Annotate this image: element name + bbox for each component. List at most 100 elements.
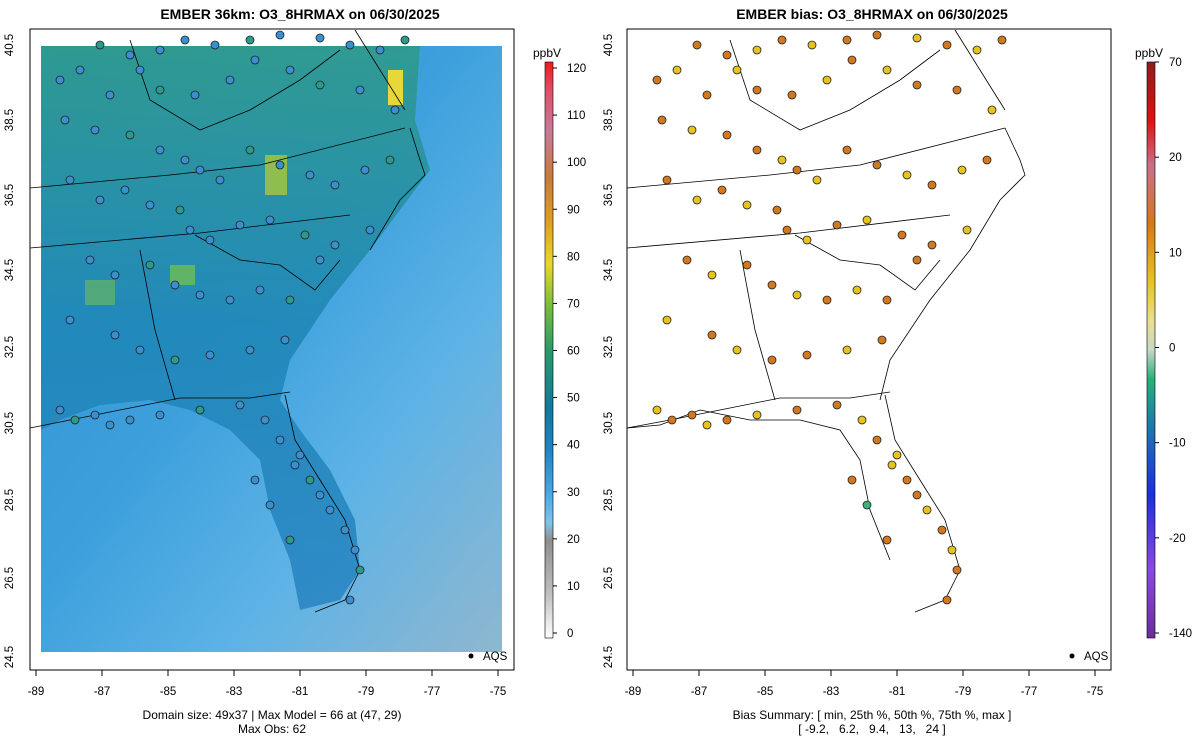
- right-footer-line1: Bias Summary: [ min, 25th %, 50th %, 75t…: [732, 708, 1012, 722]
- station-marker: [802, 350, 812, 360]
- station-marker: [155, 85, 165, 95]
- right-footer-line2: [ -9.2, 6.2, 9.4, 13, 24 ]: [798, 722, 946, 736]
- station-marker: [952, 85, 962, 95]
- station-marker: [792, 165, 802, 175]
- station-marker: [275, 30, 285, 40]
- y-tick-label: 30.5: [4, 412, 16, 434]
- colorbar-tick-label: 80: [567, 251, 580, 263]
- station-marker: [275, 435, 285, 445]
- station-marker: [972, 45, 982, 55]
- station-marker: [777, 35, 787, 45]
- x-tick-label: -87: [691, 686, 708, 698]
- x-tick-label: -77: [1021, 686, 1038, 698]
- y-tick-label: 30.5: [603, 412, 615, 434]
- x-tick-label: -85: [757, 686, 774, 698]
- colorbar-tick-label: 30: [567, 487, 580, 499]
- station-marker: [215, 175, 225, 185]
- left-colorbar: [544, 61, 554, 639]
- station-marker: [842, 145, 852, 155]
- right-colorbar-unit: ppbV: [1135, 46, 1164, 60]
- station-marker: [135, 345, 145, 355]
- y-tick-label: 32.5: [603, 336, 615, 358]
- station-marker: [365, 225, 375, 235]
- station-marker: [280, 335, 290, 345]
- colorbar-tick-label: 50: [567, 393, 580, 405]
- station-marker: [872, 435, 882, 445]
- x-tick-label: -79: [955, 686, 972, 698]
- station-marker: [400, 35, 410, 45]
- station-marker: [355, 565, 365, 575]
- station-marker: [742, 260, 752, 270]
- station-marker: [877, 335, 887, 345]
- y-tick-label: 38.5: [4, 109, 16, 131]
- station-marker: [285, 535, 295, 545]
- station-marker: [120, 185, 130, 195]
- station-marker: [275, 160, 285, 170]
- station-marker: [330, 240, 340, 250]
- station-marker: [792, 405, 802, 415]
- station-marker: [125, 50, 135, 60]
- station-marker: [385, 155, 395, 165]
- station-marker: [692, 40, 702, 50]
- station-marker: [55, 75, 65, 85]
- station-marker: [872, 30, 882, 40]
- left-map-svg: -89 -87 -85 -83 -81 -79 -77 -75 24.5 26.…: [4, 28, 586, 698]
- station-marker: [832, 220, 842, 230]
- station-marker: [110, 330, 120, 340]
- colorbar-tick-label: 0: [567, 628, 573, 640]
- station-marker: [185, 225, 195, 235]
- station-marker: [305, 170, 315, 180]
- y-tick-label: 36.5: [4, 184, 16, 206]
- right-plot-frame: [626, 28, 1112, 671]
- station-marker: [145, 200, 155, 210]
- station-marker: [235, 400, 245, 410]
- colorbar-tick-label: 110: [567, 110, 585, 122]
- station-marker: [180, 35, 190, 45]
- station-marker: [872, 160, 882, 170]
- station-marker: [290, 460, 300, 470]
- y-tick-label: 40.5: [4, 34, 16, 56]
- station-marker: [60, 115, 70, 125]
- y-tick-label: 26.5: [4, 567, 16, 589]
- station-marker: [265, 215, 275, 225]
- station-marker: [195, 405, 205, 415]
- station-marker: [987, 105, 997, 115]
- colorbar-tick-label: 120: [567, 63, 586, 75]
- station-marker: [90, 125, 100, 135]
- station-marker: [662, 315, 672, 325]
- station-marker: [340, 525, 350, 535]
- x-tick-label: -83: [823, 686, 840, 698]
- station-marker: [315, 255, 325, 265]
- station-marker: [305, 475, 315, 485]
- station-marker: [942, 40, 952, 50]
- right-panel-title: EMBER bias: O3_8HRMAX on 06/30/2025: [736, 6, 1008, 22]
- station-marker: [682, 255, 692, 265]
- station-marker: [832, 400, 842, 410]
- aqs-legend-dot: [468, 653, 474, 659]
- station-marker: [822, 295, 832, 305]
- station-marker: [782, 225, 792, 235]
- station-marker: [752, 410, 762, 420]
- colorbar-tick-label: 90: [567, 204, 580, 216]
- station-marker: [937, 525, 947, 535]
- station-marker: [652, 405, 662, 415]
- right-station-markers: [652, 30, 1007, 605]
- station-marker: [667, 415, 677, 425]
- station-marker: [717, 185, 727, 195]
- station-marker: [250, 475, 260, 485]
- station-marker: [90, 410, 100, 420]
- station-marker: [897, 230, 907, 240]
- station-marker: [767, 355, 777, 365]
- x-tick-label: -83: [226, 686, 243, 698]
- station-marker: [847, 55, 857, 65]
- station-marker: [912, 33, 922, 43]
- x-tick-label: -75: [490, 686, 507, 698]
- station-marker: [85, 255, 95, 265]
- station-marker: [205, 350, 215, 360]
- x-tick-label: -81: [889, 686, 906, 698]
- left-axes: [35, 670, 499, 676]
- station-marker: [852, 285, 862, 295]
- x-tick-label: -79: [358, 686, 375, 698]
- station-marker: [752, 145, 762, 155]
- colorbar-tick-label: -20: [1169, 533, 1186, 545]
